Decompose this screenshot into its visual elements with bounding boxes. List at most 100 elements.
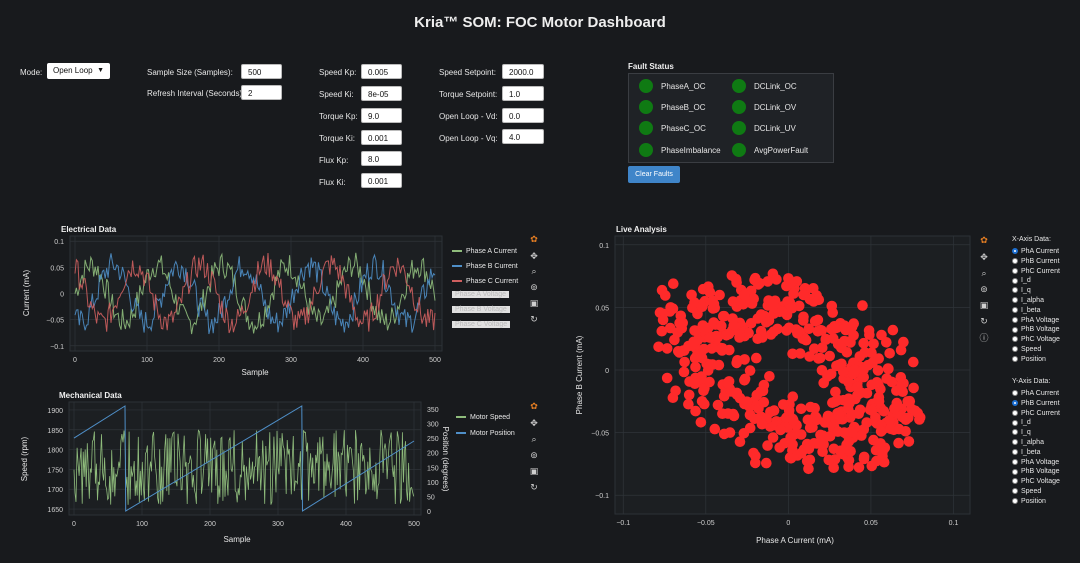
- y-axis-option[interactable]: I_q: [1012, 429, 1031, 436]
- radio-button-icon[interactable]: [1012, 306, 1018, 313]
- mode-select[interactable]: Open Loop ▼: [47, 63, 110, 79]
- radio-button-icon[interactable]: [1012, 488, 1018, 495]
- x-axis-option[interactable]: I_d: [1012, 277, 1031, 284]
- reset-icon[interactable]: ↻: [530, 482, 538, 492]
- x-axis-option[interactable]: PhA Voltage: [1012, 317, 1059, 324]
- pan-icon[interactable]: ✥: [530, 418, 538, 428]
- legend-phase-b-current[interactable]: Phase B Current: [452, 263, 518, 270]
- legend-phase-a-current[interactable]: Phase A Current: [452, 248, 517, 255]
- help-icon[interactable]: ⓘ: [979, 333, 989, 343]
- speed-ki-input[interactable]: 8e-05: [361, 86, 402, 101]
- radio-button-icon[interactable]: [1012, 355, 1018, 362]
- legend-phase-b-voltage[interactable]: Phase B Voltage: [452, 306, 510, 313]
- radio-button-icon[interactable]: [1012, 458, 1018, 465]
- scatter-point: [762, 276, 774, 287]
- scatter-point: [884, 348, 895, 359]
- x-axis-option[interactable]: PhB Voltage: [1012, 326, 1060, 333]
- x-axis-option[interactable]: I_alpha: [1012, 297, 1044, 304]
- flux-ki-input[interactable]: 0.001: [361, 173, 402, 188]
- radio-button-icon[interactable]: [1012, 297, 1018, 304]
- radio-button-icon[interactable]: [1012, 277, 1018, 284]
- y-axis-option[interactable]: PhA Voltage: [1012, 459, 1059, 466]
- pan-icon[interactable]: ✥: [530, 251, 538, 261]
- torque-kp-input[interactable]: 9.0: [361, 108, 402, 123]
- y-axis-option[interactable]: Speed: [1012, 488, 1041, 495]
- legend-phase-c-voltage[interactable]: Phase C Voltage: [452, 321, 511, 328]
- torque-setpoint-input[interactable]: 1.0: [502, 86, 544, 101]
- y-axis-option[interactable]: I_d: [1012, 419, 1031, 426]
- scatter-point: [704, 376, 715, 388]
- y-axis-option[interactable]: PhB Current: [1012, 400, 1060, 407]
- wheel-zoom-icon[interactable]: ⊚: [530, 450, 538, 460]
- radio-button-icon[interactable]: [1012, 257, 1018, 264]
- y-axis-option[interactable]: Position: [1012, 498, 1046, 505]
- scatter-point: [805, 401, 816, 413]
- torque-ki-input[interactable]: 0.001: [361, 130, 402, 145]
- scatter-point: [699, 398, 710, 410]
- legend-phase-a-voltage[interactable]: Phase A Voltage: [452, 291, 509, 298]
- radio-button-icon[interactable]: [1012, 336, 1018, 343]
- clear-faults-button[interactable]: Clear Faults: [628, 166, 680, 183]
- bokeh-logo-icon[interactable]: ✿: [530, 234, 538, 244]
- radio-button-icon[interactable]: [1012, 439, 1018, 446]
- y-axis-option[interactable]: PhC Voltage: [1012, 478, 1060, 485]
- refresh-interval-input[interactable]: 2: [241, 85, 282, 100]
- radio-button-icon[interactable]: [1012, 497, 1018, 504]
- radio-button-icon[interactable]: [1012, 390, 1018, 397]
- y-axis-option[interactable]: PhB Voltage: [1012, 468, 1060, 475]
- reset-icon[interactable]: ↻: [980, 316, 988, 326]
- open-loop-vd-input[interactable]: 0.0: [502, 108, 544, 123]
- radio-button-icon[interactable]: [1012, 419, 1018, 426]
- x-axis-option[interactable]: PhC Voltage: [1012, 336, 1060, 343]
- box-zoom-icon[interactable]: ⌕: [531, 434, 537, 444]
- open-loop-vq-input[interactable]: 4.0: [502, 129, 544, 144]
- wheel-zoom-icon[interactable]: ⊚: [530, 282, 538, 292]
- legend-motor-speed[interactable]: Motor Speed: [456, 414, 510, 421]
- radio-button-icon[interactable]: [1012, 346, 1018, 353]
- save-icon[interactable]: ▣: [979, 300, 989, 310]
- box-zoom-icon[interactable]: ⌕: [981, 268, 987, 278]
- bokeh-logo-icon[interactable]: ✿: [980, 235, 988, 245]
- x-axis-option[interactable]: Position: [1012, 356, 1046, 363]
- scatter-point: [787, 348, 798, 360]
- legend-phase-c-current[interactable]: Phase C Current: [452, 278, 518, 285]
- y-axis-option-label: PhC Current: [1021, 409, 1060, 417]
- radio-button-icon[interactable]: [1012, 429, 1018, 436]
- radio-button-icon[interactable]: [1012, 399, 1018, 406]
- mechanical-chart[interactable]: 1900 1850 1800 1750 1700 1650 350 300 250 200 150…: [15, 399, 455, 549]
- radio-button-icon[interactable]: [1012, 316, 1018, 323]
- y-axis-option[interactable]: PhC Current: [1012, 410, 1060, 417]
- save-icon[interactable]: ▣: [529, 466, 539, 476]
- radio-button-icon[interactable]: [1012, 409, 1018, 416]
- box-zoom-icon[interactable]: ⌕: [531, 266, 537, 276]
- speed-setpoint-input[interactable]: 2000.0: [502, 64, 544, 79]
- x-axis-option[interactable]: I_q: [1012, 287, 1031, 294]
- x-axis-option[interactable]: PhB Current: [1012, 258, 1060, 265]
- electrical-chart[interactable]: 0.1 0.05 0 −0.05 −0.1 0 100 200 300 400 500 Curre…: [15, 233, 445, 378]
- y-axis-option[interactable]: PhA Current: [1012, 390, 1059, 397]
- radio-button-icon[interactable]: [1012, 326, 1018, 333]
- flux-kp-input[interactable]: 8.0: [361, 151, 402, 166]
- legend-motor-position[interactable]: Motor Position: [456, 430, 515, 437]
- radio-button-icon[interactable]: [1012, 468, 1018, 475]
- bokeh-logo-icon[interactable]: ✿: [530, 401, 538, 411]
- radio-button-icon[interactable]: [1012, 478, 1018, 485]
- pan-icon[interactable]: ✥: [980, 252, 988, 262]
- radio-button-icon[interactable]: [1012, 448, 1018, 455]
- x-axis-option[interactable]: PhC Current: [1012, 268, 1060, 275]
- x-axis-option[interactable]: PhA Current: [1012, 248, 1059, 255]
- radio-button-icon[interactable]: [1012, 267, 1018, 274]
- x-axis-option[interactable]: I_beta: [1012, 307, 1040, 314]
- live-analysis-chart[interactable]: 0.1 0.05 0 −0.05 −0.1 −0.1 −0.05 0 0.05 0.1 Phas…: [570, 233, 975, 551]
- sample-size-input[interactable]: 500: [241, 64, 282, 79]
- speed-kp-input[interactable]: 0.005: [361, 64, 402, 79]
- wheel-zoom-icon[interactable]: ⊚: [980, 284, 988, 294]
- radio-button-icon[interactable]: [1012, 287, 1018, 294]
- y-axis-option[interactable]: I_beta: [1012, 449, 1040, 456]
- save-icon[interactable]: ▣: [529, 298, 539, 308]
- y-axis-option[interactable]: I_alpha: [1012, 439, 1044, 446]
- radio-button-icon[interactable]: [1012, 248, 1018, 255]
- x-axis-option[interactable]: Speed: [1012, 346, 1041, 353]
- mechanical-xlabel: Sample: [223, 535, 251, 544]
- reset-icon[interactable]: ↻: [530, 314, 538, 324]
